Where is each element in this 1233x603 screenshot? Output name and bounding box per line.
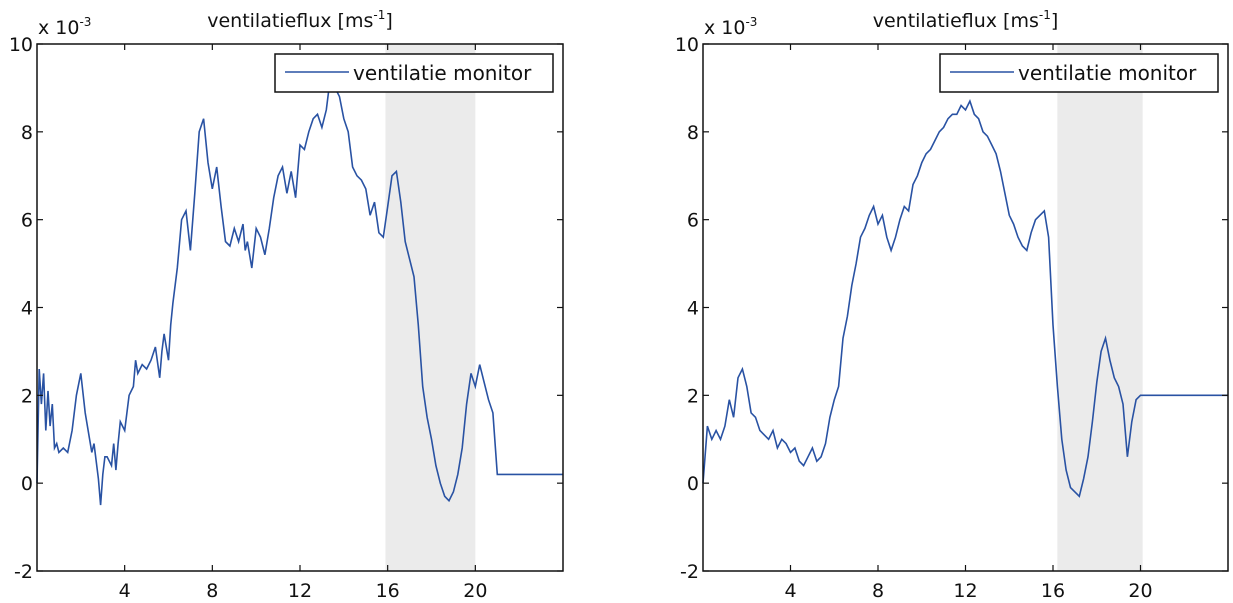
y-tick-label: 8	[687, 122, 699, 144]
y-tick-label: 0	[687, 473, 699, 495]
chart-panel-right: -2 0 2 4 6 8 10 4 8 12 16 20 ventilatieflux [ms-1]…	[675, 8, 1229, 602]
x-tick-label: 8	[872, 580, 884, 602]
y-tick-label: -2	[680, 561, 699, 583]
legend: ventilatie monitor	[274, 53, 554, 93]
y-axis-ticks: -2 0 2 4 6 8 10	[675, 34, 1228, 583]
y-tick-label: 4	[687, 298, 699, 320]
y-axis-multiplier: x 10-3	[38, 15, 91, 39]
legend-label: ventilatie monitor	[353, 61, 532, 85]
y-tick-label: 0	[21, 473, 33, 495]
x-tick-label: 12	[953, 580, 977, 602]
x-axis-ticks: 4 8 12 16 20	[119, 44, 487, 602]
x-tick-label: 8	[206, 580, 218, 602]
shaded-region	[385, 44, 476, 571]
x-tick-label: 12	[288, 580, 312, 602]
x-tick-label: 20	[1128, 580, 1152, 602]
chart-panel-left: -2 0 2 4 6 8 10 4 8 12 16 20 ventilatieflux [ms-1]…	[9, 8, 564, 602]
y-axis-multiplier: x 10-3	[704, 15, 757, 39]
x-tick-label: 16	[1041, 580, 1065, 602]
series-line-ventilatie-monitor	[702, 99, 1228, 498]
x-tick-label: 20	[463, 580, 487, 602]
y-tick-label: 10	[675, 34, 699, 56]
x-tick-label: 4	[784, 580, 796, 602]
plot-border	[702, 43, 1229, 572]
y-tick-label: 8	[21, 122, 33, 144]
y-tick-label: 10	[9, 34, 33, 56]
legend-box	[274, 53, 554, 93]
y-tick-label: 6	[687, 210, 699, 232]
y-axis-ticks: -2 0 2 4 6 8 10	[9, 34, 563, 583]
legend: ventilatie monitor	[939, 53, 1219, 93]
legend-label: ventilatie monitor	[1018, 61, 1197, 85]
shaded-region	[1057, 44, 1143, 571]
y-tick-label: -2	[14, 561, 33, 583]
legend-box	[939, 53, 1219, 93]
x-tick-label: 16	[376, 580, 400, 602]
y-tick-label: 2	[21, 385, 33, 407]
series-line-ventilatie-monitor	[36, 74, 563, 506]
x-axis-ticks: 4 8 12 16 20	[784, 44, 1153, 602]
y-tick-label: 4	[21, 298, 33, 320]
chart-title: ventilatieflux [ms-1]	[207, 8, 393, 32]
plot-border	[36, 43, 564, 572]
x-tick-label: 4	[119, 580, 131, 602]
chart-title: ventilatieflux [ms-1]	[873, 8, 1059, 32]
y-tick-label: 6	[21, 210, 33, 232]
y-tick-label: 2	[687, 385, 699, 407]
